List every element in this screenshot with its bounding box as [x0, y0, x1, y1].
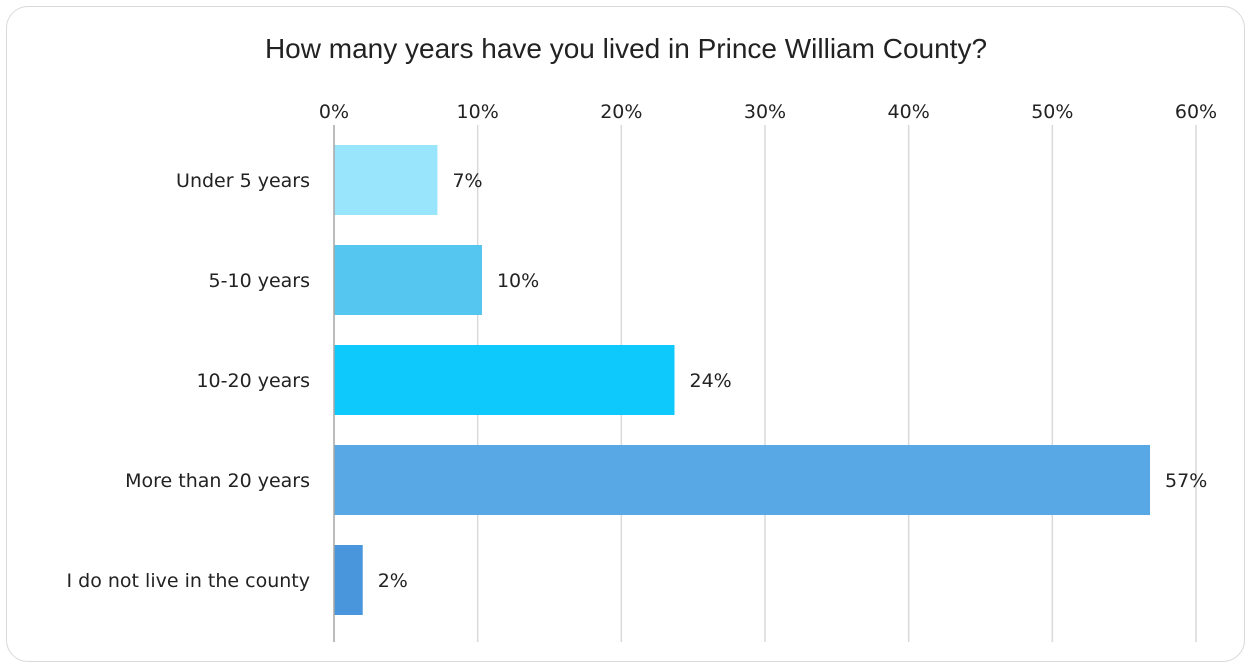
value-label: 7% — [452, 170, 482, 192]
category-label: Under 5 years — [176, 170, 310, 192]
x-tick-label: 0% — [319, 101, 349, 123]
category-labels: Under 5 years 5-10 years 10-20 years More t… — [67, 170, 310, 592]
gridlines — [476, 125, 1197, 642]
x-tick-label: 20% — [600, 101, 642, 123]
category-label: I do not live in the county — [67, 570, 310, 592]
x-tick-label: 30% — [744, 101, 786, 123]
bar — [334, 245, 482, 315]
category-label: 5-10 years — [209, 270, 310, 292]
x-tick-label: 10% — [457, 101, 499, 123]
bar — [334, 345, 675, 415]
x-tick-label: 40% — [888, 101, 930, 123]
bar — [334, 545, 363, 615]
bar — [334, 145, 438, 215]
value-label: 24% — [689, 370, 731, 392]
x-axis-tick-labels: 0% 10% 20% 30% 40% 50% 60% — [319, 101, 1217, 123]
value-label: 2% — [378, 570, 408, 592]
value-label: 10% — [497, 270, 539, 292]
value-label: 57% — [1165, 470, 1207, 492]
chart-title: How many years have you lived in Prince … — [265, 33, 987, 64]
bars — [334, 145, 1151, 615]
x-tick-label: 60% — [1175, 101, 1217, 123]
category-label: 10-20 years — [196, 370, 310, 392]
bar — [334, 445, 1151, 515]
x-tick-label: 50% — [1031, 101, 1073, 123]
category-label: More than 20 years — [125, 470, 310, 492]
value-labels: 7% 10% 24% 57% 2% — [378, 170, 1208, 592]
chart-frame — [6, 6, 1245, 662]
